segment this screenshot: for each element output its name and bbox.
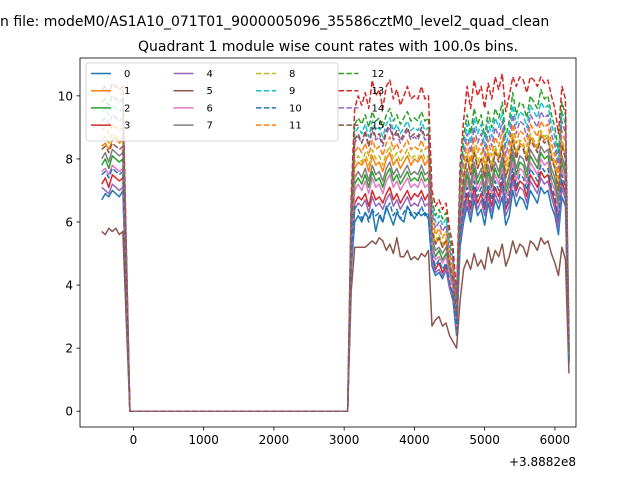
series-line-9 [101, 101, 570, 412]
y-tick-label: 4 [65, 279, 73, 293]
series-line-3 [101, 170, 570, 412]
legend-label-8: 8 [289, 69, 295, 80]
x-tick-label: 1000 [188, 433, 219, 447]
x-tick-label: 0 [130, 433, 138, 447]
axes-frame [79, 57, 577, 428]
x-tick-label: 5000 [469, 433, 500, 447]
y-tick-label: 6 [65, 216, 73, 230]
series-line-13 [101, 73, 570, 412]
x-tick-label: 6000 [540, 433, 571, 447]
series-line-2 [101, 151, 570, 412]
y-tick-label: 10 [58, 89, 73, 103]
series-line-11 [101, 120, 570, 412]
legend-label-0: 0 [124, 69, 130, 80]
x-tick-label: 4000 [399, 433, 430, 447]
legend-label-3: 3 [124, 121, 130, 132]
series-line-8 [101, 129, 570, 412]
series-line-15 [101, 123, 570, 412]
legend-label-12: 12 [372, 69, 385, 80]
legend-label-1: 1 [124, 86, 130, 97]
series-line-7 [101, 145, 570, 412]
y-tick-label: 2 [65, 342, 73, 356]
series-line-12 [101, 88, 570, 412]
legend-label-13: 13 [372, 86, 385, 97]
legend-label-11: 11 [289, 121, 302, 132]
legend-label-10: 10 [289, 103, 302, 114]
x-offset-label: +3.8882e8 [509, 455, 576, 469]
chart-title: Quadrant 1 module wise count rates with … [138, 39, 518, 55]
y-axis: 0 2 4 6 8 10 [58, 89, 80, 419]
series-line-0 [101, 186, 570, 412]
x-axis: 0 1000 2000 3000 4000 5000 6000 [130, 427, 571, 447]
legend-label-4: 4 [207, 69, 213, 80]
legend-label-14: 14 [372, 103, 385, 114]
series-lines [101, 73, 570, 412]
y-tick-label: 0 [65, 405, 73, 419]
series-line-10 [101, 164, 570, 412]
y-tick-label: 8 [65, 152, 73, 166]
x-tick-label: 2000 [259, 433, 290, 447]
figure-suptitle: n file: modeM0/AS1A10_071T01_9000005096_… [0, 14, 549, 30]
x-tick-label: 3000 [329, 433, 360, 447]
series-line-14 [101, 110, 570, 412]
series-line-5 [101, 227, 570, 412]
legend-frame [85, 62, 339, 142]
legend-label-5: 5 [207, 86, 213, 97]
legend-label-2: 2 [124, 103, 130, 114]
legend-label-9: 9 [289, 86, 295, 97]
legend-label-15: 15 [372, 121, 385, 132]
series-line-6 [101, 158, 570, 412]
legend-label-7: 7 [207, 121, 213, 132]
legend-label-6: 6 [207, 103, 213, 114]
